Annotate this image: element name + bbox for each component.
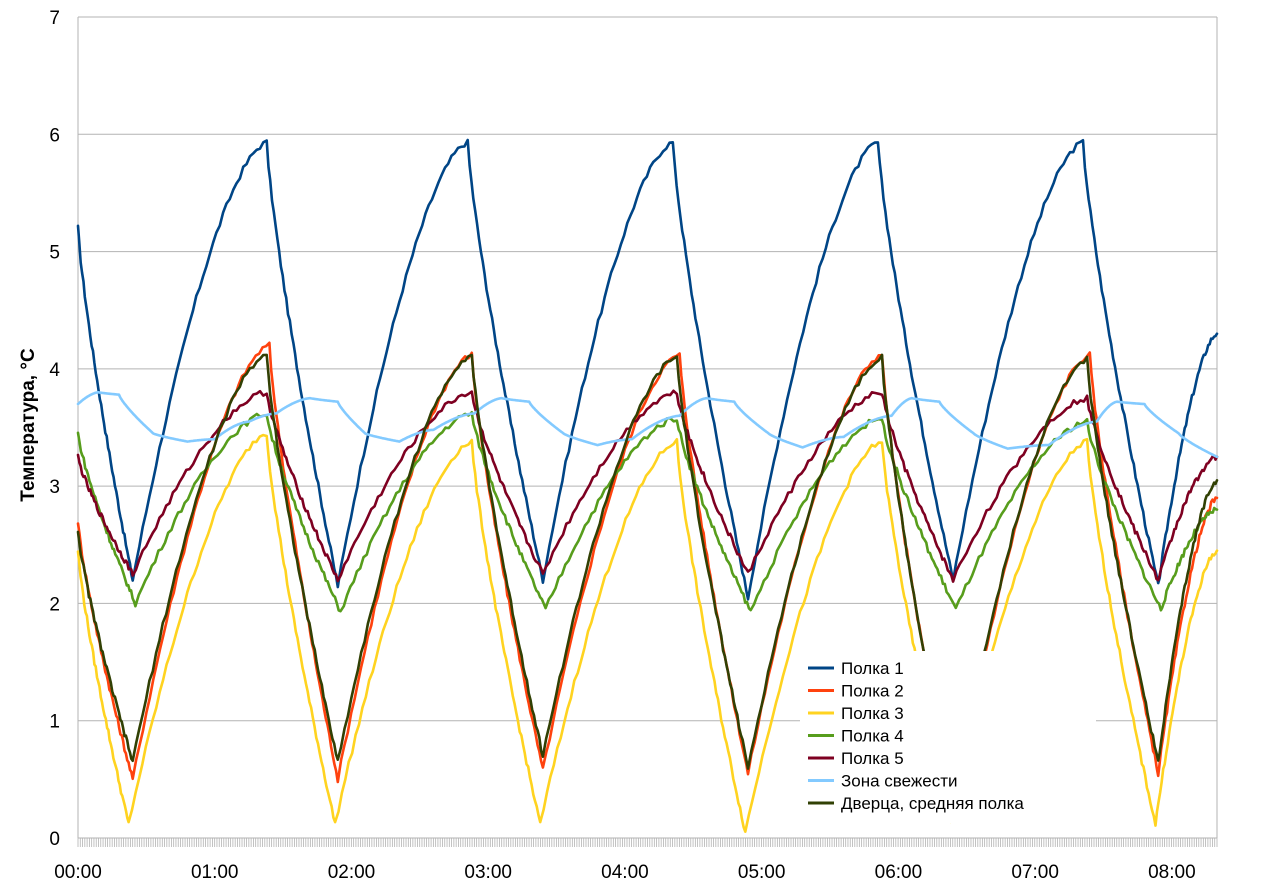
legend-box [800, 651, 1096, 823]
x-axis-minor-ticks [77, 838, 1218, 847]
y-tick-label-7: 7 [49, 8, 60, 29]
legend-label-2: Полка 2 [841, 682, 904, 701]
data-series [76, 138, 1219, 834]
x-axis-tick-labels: 00:00 01:00 02:00 03:00 04:00 05:00 06:00 07:00… [54, 862, 1195, 883]
y-tick-label-1: 1 [49, 712, 60, 733]
y-tick-label-2: 2 [49, 594, 60, 615]
series-line-2 [76, 341, 1219, 812]
x-tick-label-3: 03:00 [464, 862, 512, 883]
y-axis-title: Температура, °C [18, 348, 39, 502]
legend-label-1: Полка 1 [841, 659, 904, 678]
series-line-1 [76, 138, 1219, 601]
series-line-7 [76, 353, 1219, 812]
series-line-6 [76, 390, 1219, 459]
series-line-5 [76, 389, 1219, 583]
legend-label-3: Полка 3 [841, 704, 904, 723]
legend-label-6: Зона свежести [841, 772, 958, 791]
x-tick-label-8: 08:00 [1148, 862, 1196, 883]
x-tick-label-4: 04:00 [601, 862, 649, 883]
y-tick-label-4: 4 [49, 360, 60, 381]
x-tick-label-6: 06:00 [875, 862, 923, 883]
axes [77, 17, 1218, 847]
x-tick-label-1: 01:00 [191, 862, 239, 883]
x-tick-label-0: 00:00 [54, 862, 102, 883]
y-tick-label-0: 0 [49, 829, 60, 850]
y-tick-label-5: 5 [49, 243, 60, 264]
x-tick-label-5: 05:00 [738, 862, 786, 883]
y-tick-label-6: 6 [49, 125, 60, 146]
legend-label-7: Дверца, средняя полка [841, 794, 1024, 813]
legend-label-5: Полка 5 [841, 749, 904, 768]
y-axis-tick-labels: 0 1 2 3 4 5 6 7 [49, 8, 60, 850]
y-tick-label-3: 3 [49, 477, 60, 498]
legend-label-4: Полка 4 [841, 727, 904, 746]
x-tick-label-2: 02:00 [328, 862, 376, 883]
series-line-3 [76, 433, 1219, 834]
legend: Полка 1 Полка 2 Полка 3 Полка 4 Полка 5 Зона … [800, 651, 1096, 823]
x-tick-label-7: 07:00 [1011, 862, 1059, 883]
series-line-4 [76, 410, 1219, 613]
